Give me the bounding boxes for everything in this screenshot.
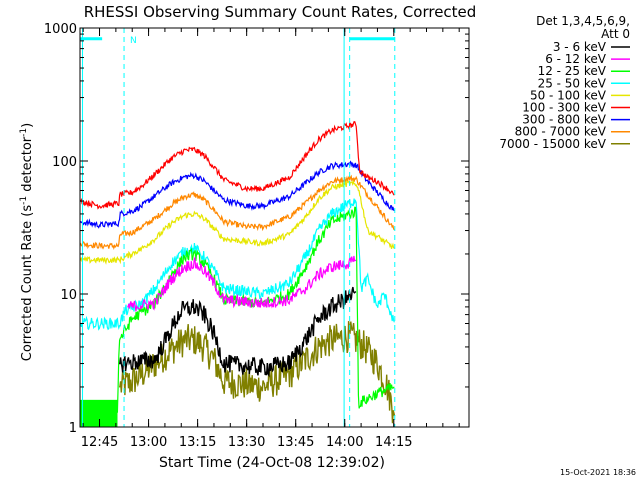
x-tick-label-3: 13:15	[179, 435, 216, 450]
series-line-6	[80, 121, 395, 210]
y-tick-label-1: 1	[69, 421, 77, 436]
y-axis-label-sup2: -1	[19, 128, 29, 137]
plot-frame	[79, 27, 470, 428]
y-axis-label-main: Corrected Count Rate (s	[20, 205, 35, 362]
x-tick-label-7: 14:15	[375, 435, 412, 450]
y-axis-label-mid: detector	[20, 136, 35, 196]
y-tick-label-3: 100	[52, 155, 77, 170]
y-axis-label: Corrected Count Rate (s-1 detector-1)	[19, 123, 35, 361]
x-tick-label-5: 13:45	[277, 435, 314, 450]
y-axis-label-end: )	[20, 123, 35, 128]
legend-label-9: 7000 - 15000 keV	[499, 137, 606, 151]
legend-label-5: 50 - 100 keV	[530, 88, 607, 102]
legend-label-8: 800 - 7000 keV	[515, 125, 607, 139]
x-tick-label-6: 14:00	[326, 435, 363, 450]
x-tick-label-4: 13:30	[228, 435, 265, 450]
series-3-low-count-block	[80, 399, 118, 427]
legend-header-line-1: Det 1,3,4,5,6,9,	[536, 14, 630, 28]
series-line-4	[80, 198, 395, 331]
series-line-8	[80, 174, 395, 250]
y-axis-label-sup1: -1	[19, 196, 29, 205]
legend-label-6: 100 - 300 keV	[522, 101, 606, 115]
series-line-1	[119, 286, 357, 378]
plot-area: N 1 10 100 1000 12:45 13:00 13:15 13:30 13:45 14:0…	[44, 22, 470, 450]
series-line-5	[80, 179, 395, 265]
series-line-9	[118, 321, 396, 424]
legend-header-line-2: Att 0	[601, 27, 630, 41]
x-tick-label-1: 12:45	[81, 435, 118, 450]
legend-label-4: 25 - 50 keV	[538, 76, 607, 90]
series-line-7	[80, 160, 395, 229]
night-marker-label: N	[130, 36, 137, 46]
legend-label-2: 6 - 12 keV	[545, 52, 607, 66]
legend-label-1: 3 - 6 keV	[553, 40, 607, 54]
legend-label-7: 300 - 800 keV	[522, 113, 606, 127]
x-axis-label: Start Time (24-Oct-08 12:39:02)	[159, 455, 385, 471]
legend-label-3: 12 - 25 keV	[538, 64, 607, 78]
footer-timestamp: 15-Oct-2021 18:36	[560, 468, 636, 477]
chart-title: RHESSI Observing Summary Count Rates, Co…	[84, 3, 477, 21]
x-tick-label-2: 13:00	[130, 435, 167, 450]
y-tick-label-4: 1000	[44, 22, 77, 37]
series-line-2	[127, 255, 357, 312]
y-tick-label-2: 10	[60, 288, 77, 303]
